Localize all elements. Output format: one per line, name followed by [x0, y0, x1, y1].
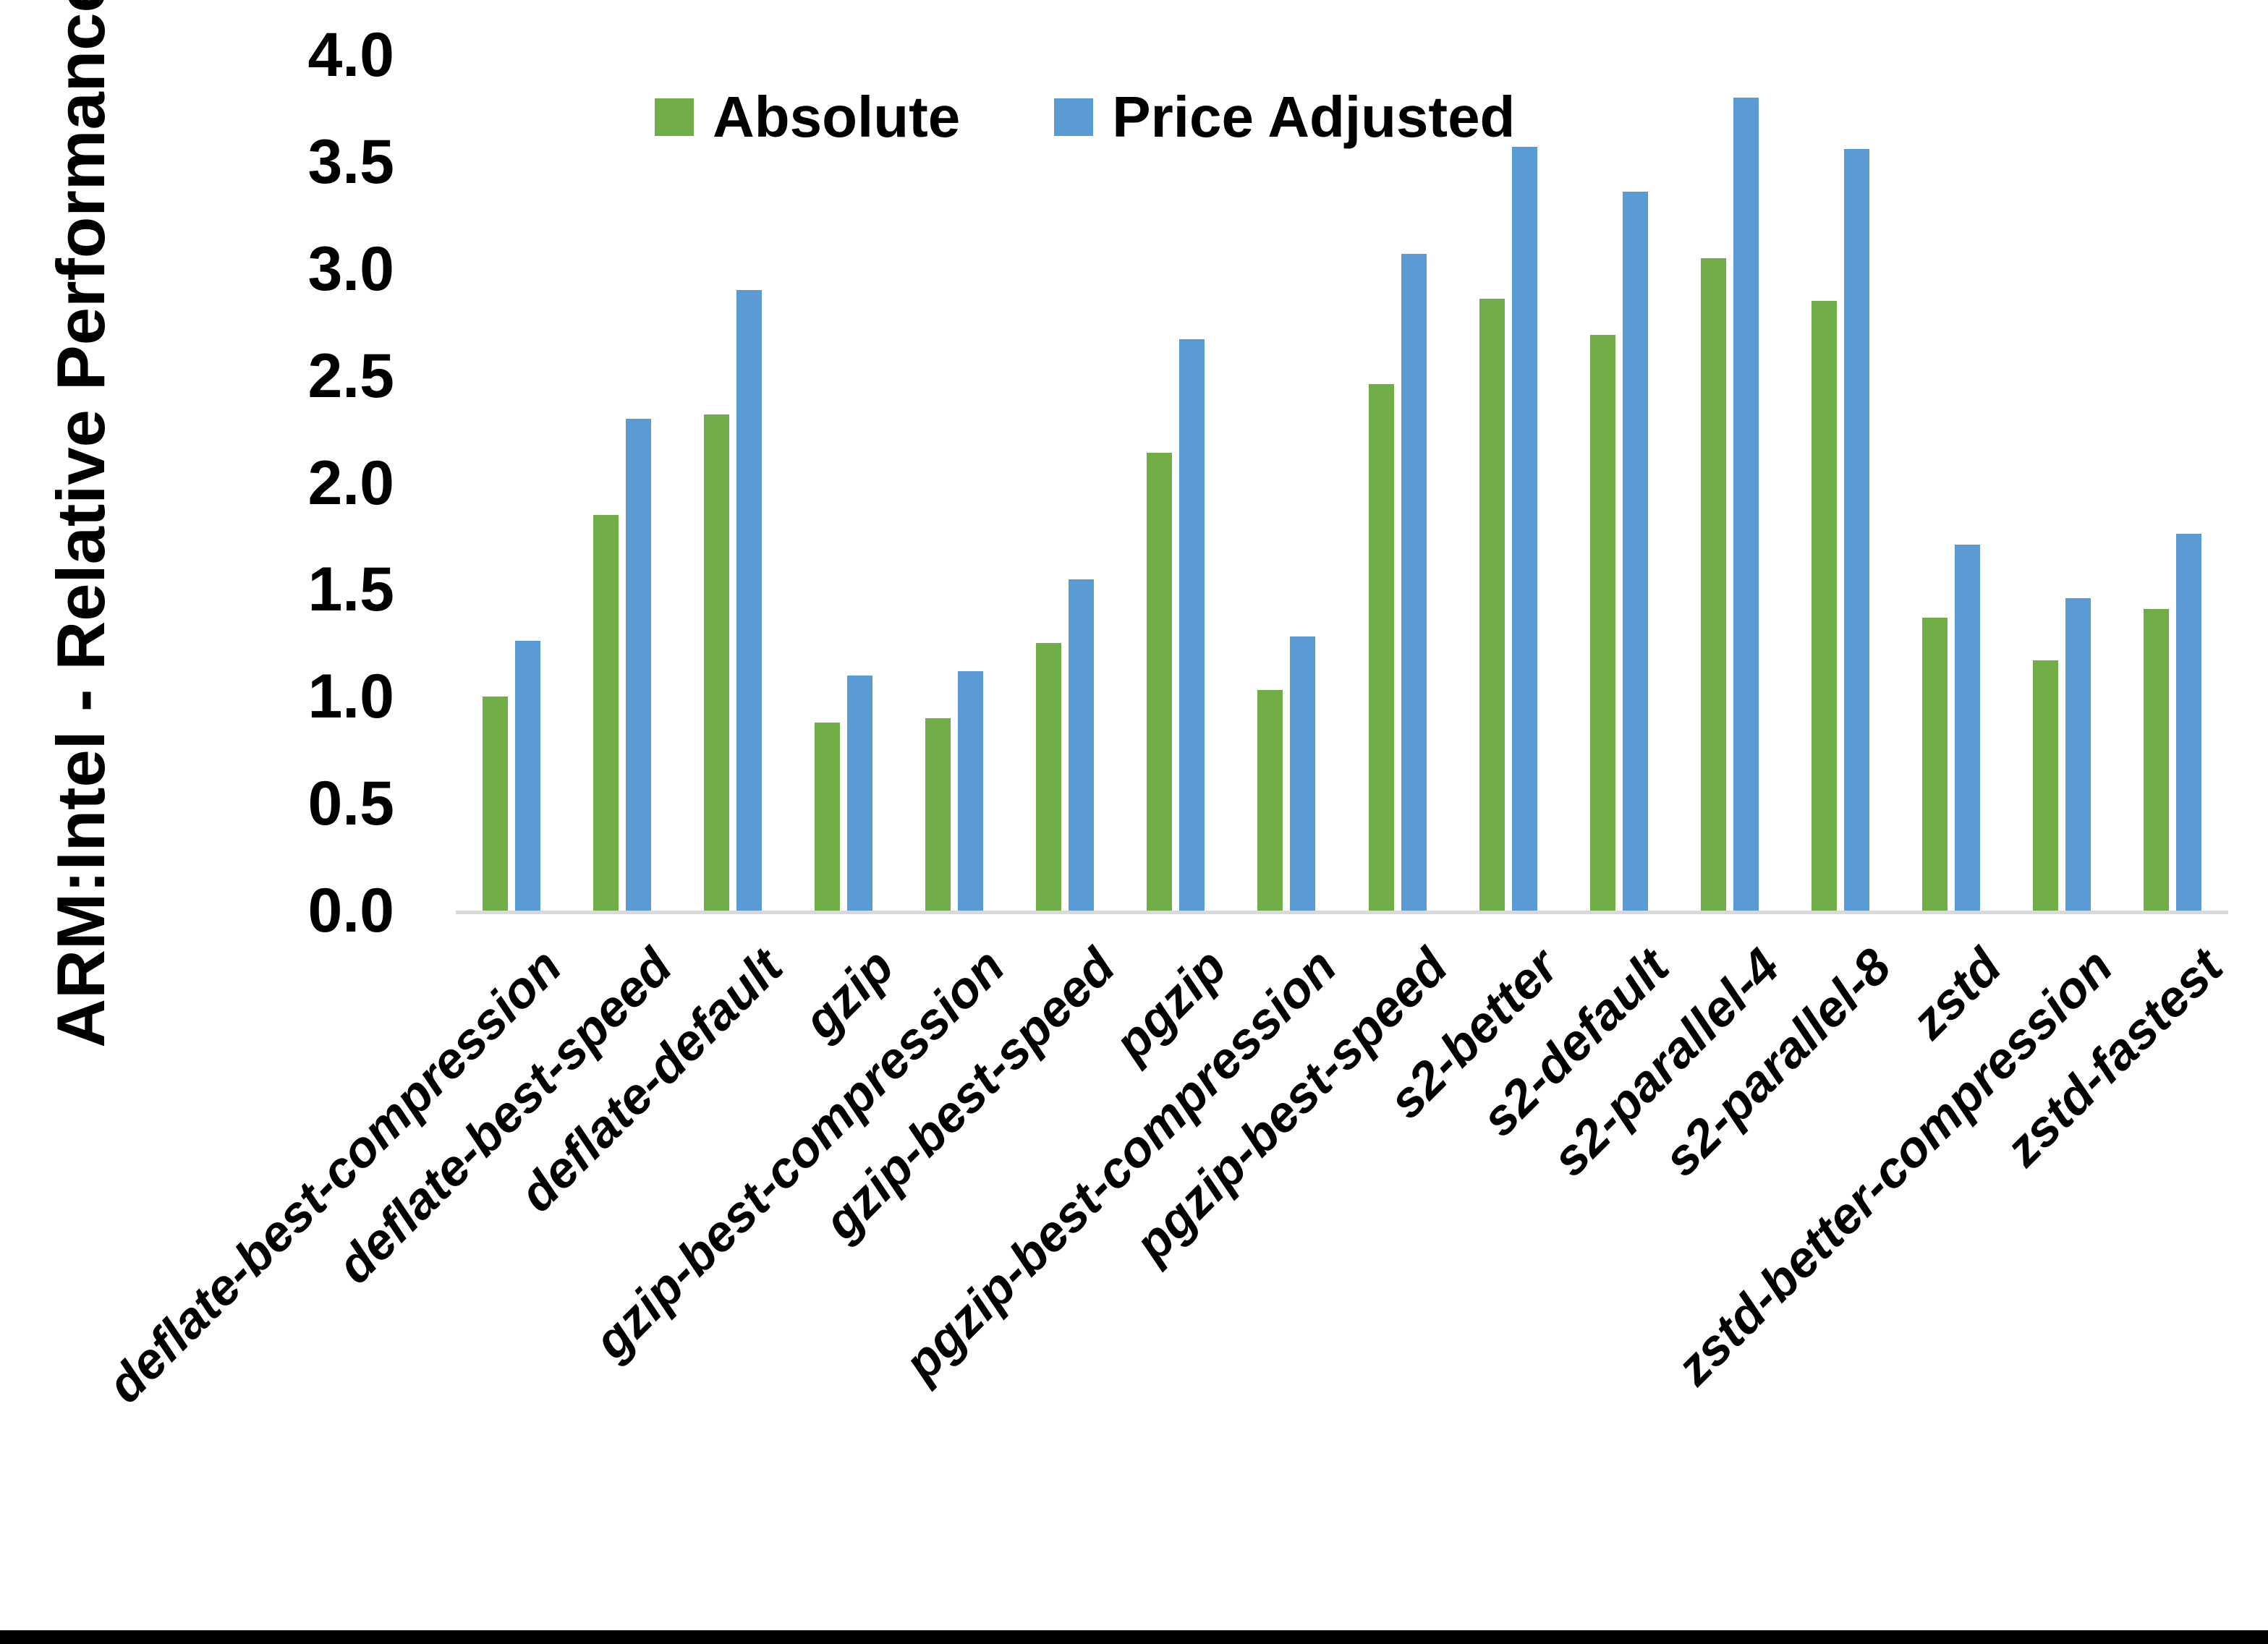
bar-price-adjusted-deflate-best-compression [515, 641, 540, 911]
y-tick-2.5: 2.5 [307, 341, 394, 411]
bar-absolute-gzip-best-compression [925, 718, 951, 911]
legend-swatch-price-adjusted-icon [1054, 98, 1094, 136]
bar-price-adjusted-deflate-default [736, 290, 762, 911]
bar-price-adjusted-gzip-best-speed [1069, 579, 1094, 911]
bar-absolute-zstd [1922, 618, 1948, 911]
y-tick-4.0: 4.0 [307, 20, 394, 90]
bar-price-adjusted-gzip-best-compression [958, 671, 983, 911]
bar-price-adjusted-zstd [1955, 545, 1980, 911]
bar-absolute-pgzip-best-speed [1369, 384, 1394, 911]
y-tick-0.0: 0.0 [307, 876, 394, 945]
y-axis-title: ARM:Intel - Relative Performance [43, 0, 119, 1048]
bottom-border [0, 1630, 2268, 1644]
bar-absolute-pgzip-best-compression [1257, 690, 1283, 911]
bar-price-adjusted-s2-default [1623, 192, 1648, 911]
bar-absolute-gzip [815, 723, 840, 911]
bar-price-adjusted-s2-parallel-4 [1733, 98, 1759, 911]
bar-price-adjusted-pgzip-best-speed [1401, 254, 1427, 911]
bar-absolute-deflate-best-compression [483, 697, 508, 911]
legend-label-absolute: Absolute [713, 85, 961, 149]
y-tick-1.5: 1.5 [307, 555, 394, 625]
bar-absolute-zstd-fastest [2144, 609, 2169, 911]
y-tick-2.0: 2.0 [307, 448, 394, 518]
y-tick-3.0: 3.0 [307, 234, 394, 304]
bar-absolute-s2-parallel-8 [1812, 301, 1837, 911]
bar-absolute-pgzip [1147, 453, 1172, 911]
bar-absolute-deflate-default [704, 414, 729, 911]
bar-price-adjusted-zstd-fastest [2176, 534, 2201, 911]
bar-absolute-deflate-best-speed [593, 515, 619, 911]
bar-absolute-gzip-best-speed [1036, 643, 1061, 911]
y-tick-1.0: 1.0 [307, 662, 394, 732]
x-axis-line [456, 911, 2228, 914]
bar-absolute-s2-default [1590, 335, 1615, 911]
bar-absolute-zstd-better-compression [2033, 660, 2058, 911]
bar-price-adjusted-s2-parallel-8 [1844, 149, 1869, 911]
bar-absolute-s2-better [1479, 299, 1505, 911]
y-tick-0.5: 0.5 [307, 769, 394, 839]
bar-price-adjusted-pgzip [1179, 339, 1205, 911]
legend-swatch-absolute-icon [655, 98, 694, 136]
legend-label-price-adjusted: Price Adjusted [1112, 85, 1516, 149]
bar-price-adjusted-s2-better [1512, 147, 1537, 911]
bar-price-adjusted-gzip [847, 676, 872, 911]
bar-price-adjusted-deflate-best-speed [626, 419, 651, 911]
bar-price-adjusted-pgzip-best-compression [1290, 636, 1315, 911]
legend: Absolute Price Adjusted [655, 81, 1515, 153]
x-label-deflate-best-compression: deflate-best-compression [95, 937, 572, 1414]
bar-absolute-s2-parallel-4 [1701, 258, 1726, 911]
y-tick-3.5: 3.5 [307, 127, 394, 197]
bar-price-adjusted-zstd-better-compression [2065, 598, 2091, 911]
